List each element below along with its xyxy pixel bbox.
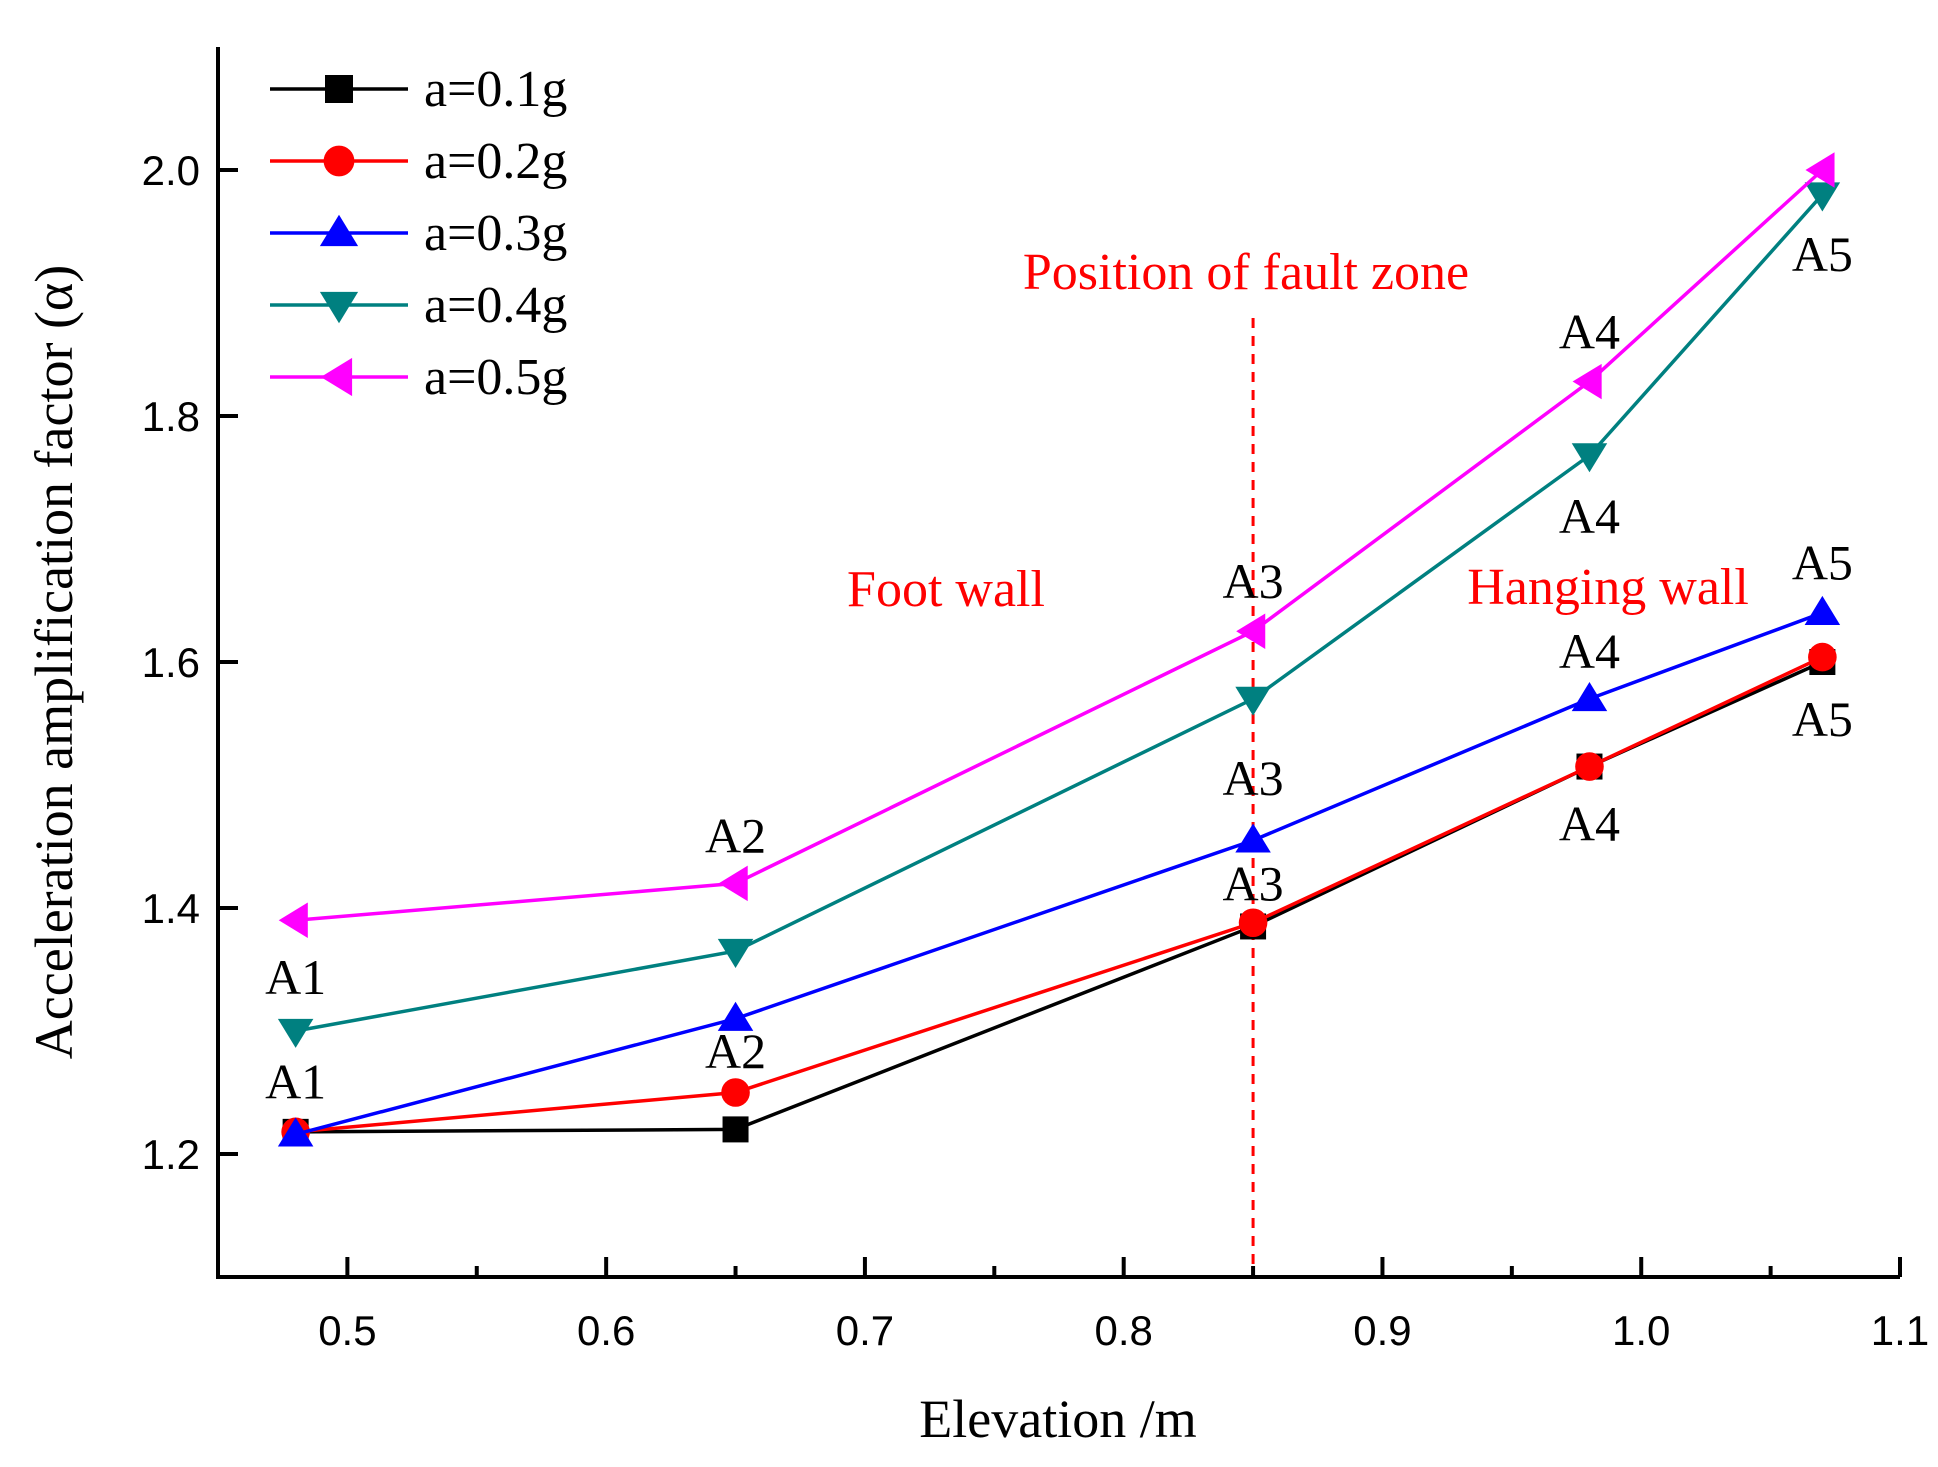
legend-label: a=0.2g	[424, 133, 567, 190]
legend-item: a=0.2g	[270, 133, 567, 190]
y-tick-label: 2.0	[142, 147, 200, 194]
annotation-foot-wall: Foot wall	[847, 561, 1045, 618]
data-point	[722, 1116, 749, 1143]
series-a=0.4g	[277, 182, 1841, 1048]
series-a=0.3g	[277, 595, 1841, 1147]
data-point	[1575, 752, 1604, 781]
point-label: A3	[1223, 553, 1284, 609]
data-point	[721, 1078, 750, 1107]
legend-item: a=0.4g	[270, 277, 567, 334]
legend-marker	[320, 357, 353, 397]
data-point	[1808, 642, 1837, 672]
series-a=0.2g	[281, 642, 1837, 1147]
point-label: A4	[1559, 488, 1620, 544]
data-point	[277, 1117, 314, 1147]
point-label: A1	[265, 949, 326, 1005]
legend-item: a=0.1g	[270, 61, 567, 118]
data-point	[717, 1001, 754, 1031]
legend-label: a=0.3g	[424, 205, 567, 262]
legend: a=0.1g a=0.2g a=0.3g a=0.4g a=0.5g	[270, 61, 567, 406]
point-label: A2	[705, 1023, 766, 1079]
point-label: A1	[265, 1054, 326, 1110]
x-tick-label: 0.9	[1353, 1307, 1411, 1354]
point-label: A2	[705, 808, 766, 864]
data-point	[278, 902, 308, 939]
legend-item: a=0.5g	[270, 349, 567, 406]
y-tick-label: 1.4	[142, 885, 200, 932]
point-label: A4	[1559, 795, 1620, 851]
point-label: A4	[1559, 303, 1620, 359]
legend-marker	[323, 145, 355, 177]
x-tick-label: 0.6	[577, 1307, 635, 1354]
point-label: A3	[1223, 750, 1284, 806]
point-label: A5	[1792, 691, 1853, 747]
x-tick-label: 0.5	[318, 1307, 376, 1354]
series-line	[295, 660, 1824, 1134]
ticks: 0.5 0.6 0.7 0.8 0.9 1.0 1.1 1.2 1.4 1.6 1.8 2.0	[142, 147, 1930, 1354]
data-point	[1235, 823, 1271, 853]
data-point	[717, 938, 754, 968]
legend-label: a=0.1g	[424, 61, 567, 118]
x-tick-label: 1.1	[1871, 1307, 1929, 1354]
data-point	[1238, 908, 1268, 938]
point-label: A5	[1792, 226, 1853, 282]
legend-label: a=0.5g	[424, 349, 567, 406]
data-point	[1235, 686, 1271, 716]
x-tick-label: 0.8	[1094, 1307, 1152, 1354]
legend-marker	[319, 291, 359, 324]
legend-label: a=0.4g	[424, 277, 567, 334]
x-axis-title: Elevation /m	[919, 1389, 1196, 1449]
data-point	[1804, 595, 1841, 625]
point-label: A3	[1223, 856, 1284, 912]
data-point	[1571, 443, 1608, 473]
y-tick-label: 1.8	[142, 393, 200, 440]
annotation-fault-zone: Position of fault zone	[1023, 244, 1469, 301]
annotation-hanging-wall: Hanging wall	[1467, 559, 1749, 616]
legend-item: a=0.3g	[270, 205, 567, 262]
data-point	[1571, 682, 1608, 712]
legend-marker	[325, 75, 353, 103]
point-label: A5	[1792, 535, 1853, 591]
series-a=0.5g	[278, 152, 1835, 939]
x-tick-label: 0.7	[836, 1307, 894, 1354]
point-label: A4	[1559, 623, 1620, 679]
data-point	[1804, 182, 1841, 212]
data-point	[1805, 152, 1835, 188]
y-tick-label: 1.2	[142, 1131, 200, 1178]
y-axis-title: Acceleration amplification factor (α)	[24, 265, 84, 1059]
series-a=0.1g	[282, 649, 1836, 1145]
plot-marks: A1 A1 A2 A2 A3 A3 A3 A4 A4 A4 A4 A5 A5 A5	[265, 152, 1853, 1277]
legend-marker	[319, 214, 359, 247]
data-point	[718, 865, 748, 902]
data-point	[277, 1018, 314, 1048]
series-line	[295, 655, 1824, 1134]
x-tick-label: 1.0	[1612, 1307, 1670, 1354]
y-tick-label: 1.6	[142, 639, 200, 686]
data-point	[1236, 613, 1266, 649]
data-point	[1572, 363, 1602, 400]
